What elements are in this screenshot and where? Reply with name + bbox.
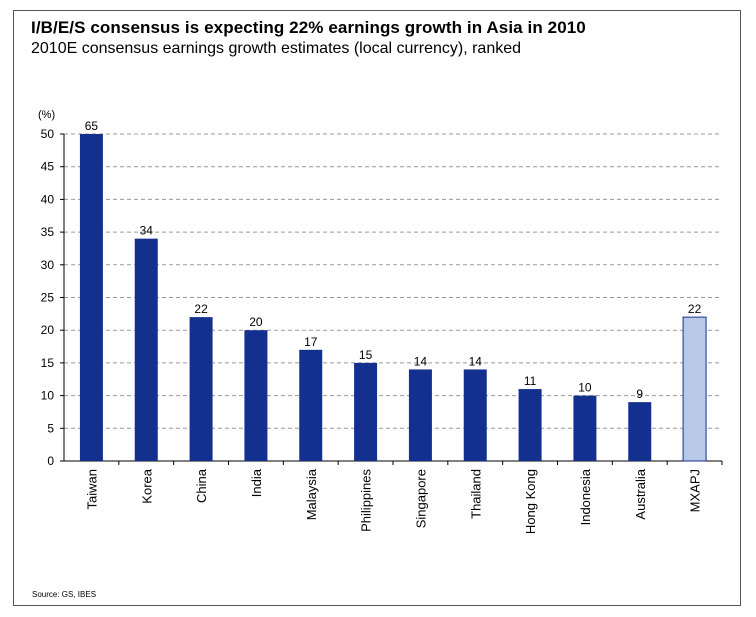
data-label: 11 xyxy=(524,374,537,388)
y-tick-label: 10 xyxy=(41,389,55,403)
source-note: Source: GS, IBES xyxy=(32,590,97,599)
bar-indonesia xyxy=(573,395,597,461)
data-label: 22 xyxy=(688,302,702,316)
chart-subtitle: 2010E consensus earnings growth estimate… xyxy=(31,40,522,57)
y-tick-label: 20 xyxy=(41,323,55,337)
data-label: 14 xyxy=(469,354,483,368)
bar-thailand xyxy=(463,369,487,461)
bar-mxapj xyxy=(682,316,707,462)
category-label: Korea xyxy=(139,468,154,503)
bar-malaysia xyxy=(299,349,323,461)
data-label: 15 xyxy=(359,348,373,362)
category-label: India xyxy=(249,468,264,497)
y-tick-label: 40 xyxy=(41,192,55,206)
bar-singapore xyxy=(408,369,432,461)
data-label: 10 xyxy=(578,381,592,395)
bar-korea xyxy=(134,238,158,461)
data-label: 9 xyxy=(636,387,643,401)
bar-taiwan xyxy=(79,134,103,461)
y-tick-label: 50 xyxy=(41,127,55,141)
data-label: 65 xyxy=(85,119,99,133)
data-label: 20 xyxy=(249,315,263,329)
chart-title: I/B/E/S consensus is expecting 22% earni… xyxy=(31,18,586,37)
category-label: MXAPJ xyxy=(688,469,703,512)
bar-hong-kong xyxy=(518,389,542,461)
category-label: Taiwan xyxy=(84,469,99,509)
category-label: Australia xyxy=(633,468,648,519)
y-tick-label: 15 xyxy=(41,356,55,370)
bar-china xyxy=(189,317,213,461)
data-label: 22 xyxy=(194,302,208,316)
bar-philippines xyxy=(354,362,378,461)
data-label: 14 xyxy=(414,354,428,368)
y-tick-label: 35 xyxy=(41,225,55,239)
category-label: Malaysia xyxy=(304,468,319,520)
category-label: Indonesia xyxy=(578,468,593,525)
data-label: 34 xyxy=(140,224,154,238)
category-label: Thailand xyxy=(468,469,483,519)
bar-australia xyxy=(628,402,652,461)
category-label: Hong Kong xyxy=(523,469,538,534)
y-tick-label: 0 xyxy=(47,454,54,468)
y-axis-label: (%) xyxy=(38,109,55,121)
y-tick-label: 45 xyxy=(41,160,55,174)
category-label: China xyxy=(194,468,209,503)
y-tick-label: 25 xyxy=(41,291,55,305)
y-tick-label: 5 xyxy=(47,421,54,435)
chart-frame xyxy=(13,10,741,606)
bar-india xyxy=(244,330,268,461)
data-label: 17 xyxy=(304,335,318,349)
category-label: Philippines xyxy=(359,469,374,532)
category-label: Singapore xyxy=(413,469,428,528)
y-tick-label: 30 xyxy=(41,258,55,272)
